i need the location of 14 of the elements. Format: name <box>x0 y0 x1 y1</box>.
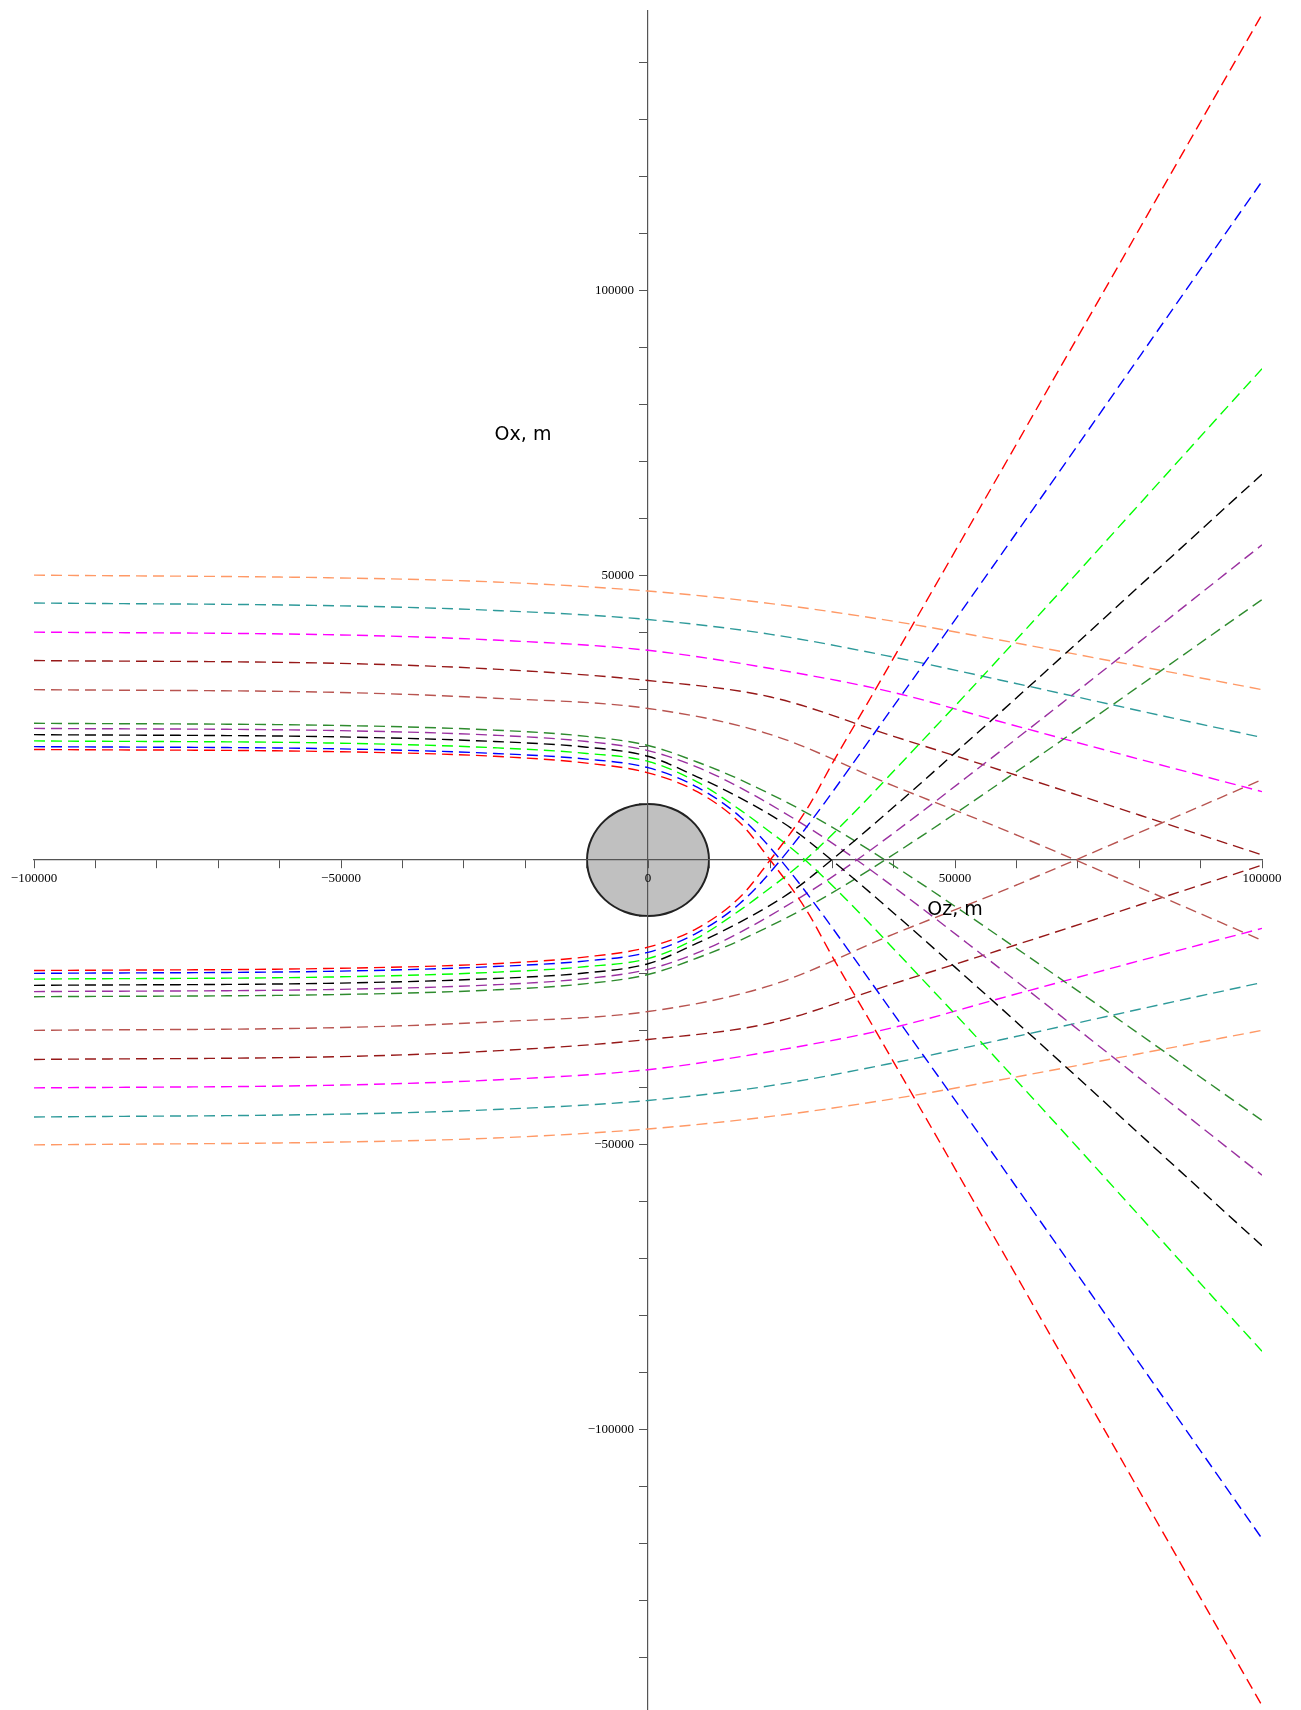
line-series <box>34 631 1262 793</box>
y-tick-label: 100000 <box>595 281 634 297</box>
line-series <box>34 659 1262 856</box>
y-tick-label: −100000 <box>587 1421 634 1437</box>
x-tick-label: 50000 <box>938 869 972 885</box>
x-tick-label: 100000 <box>1242 869 1282 885</box>
y-tick-label: −50000 <box>594 1136 634 1152</box>
line-series <box>34 1029 1262 1146</box>
y-axis-title: Ox, m <box>494 422 552 445</box>
x-tick-label: −50000 <box>321 869 361 885</box>
line-series <box>34 927 1262 1089</box>
y-tick-label: 50000 <box>601 566 634 582</box>
x-axis-title: Oz, m <box>927 896 983 919</box>
x-tick-label: −100000 <box>10 869 58 885</box>
